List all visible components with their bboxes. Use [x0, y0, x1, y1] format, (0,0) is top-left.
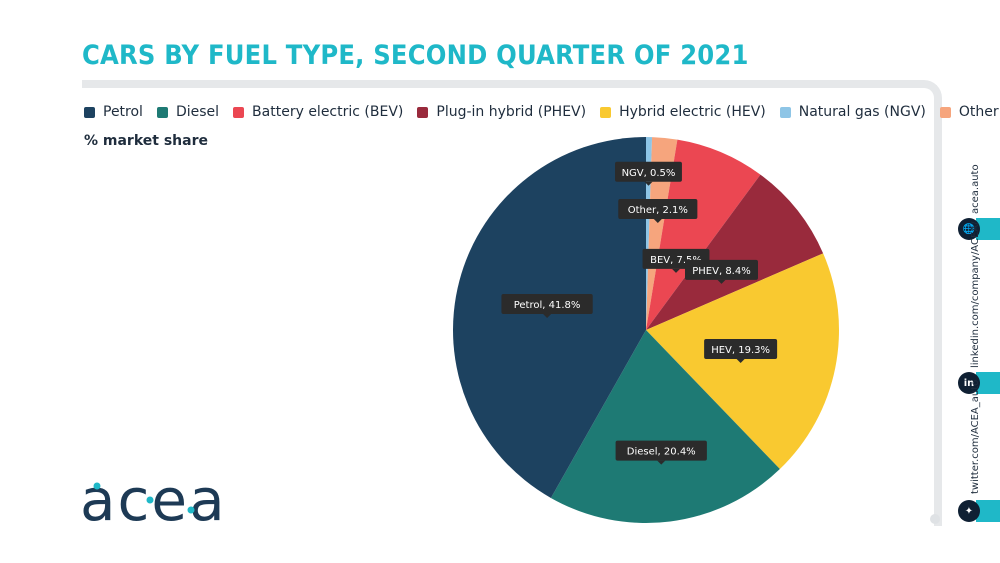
- legend-item-hev: Hybrid electric (HEV): [600, 104, 766, 120]
- legend: Petrol Diesel Battery electric (BEV) Plu…: [84, 103, 1000, 121]
- pie-slice-petrol: [453, 137, 646, 498]
- legend-label-hev: Hybrid electric (HEV): [619, 104, 766, 120]
- social-bar-linkedin: [976, 372, 1000, 394]
- legend-label-petrol: Petrol: [103, 104, 143, 120]
- pie-label-text-diesel: Diesel, 20.4%: [627, 447, 696, 458]
- legend-swatch-phev: [417, 106, 429, 118]
- globe-icon[interactable]: 🌐: [958, 218, 980, 240]
- pie-labels: NGV, 0.5% Other, 2.1% BEV, 7.5%PHEV, 8.4% H…: [501, 161, 778, 465]
- legend-item-petrol: Petrol: [84, 104, 143, 120]
- pie-label-petrol: Petrol, 41.8%: [501, 293, 593, 318]
- acea-logo: acea: [80, 470, 225, 530]
- pie-label-text-bev: BEV, 7.5%: [650, 255, 702, 266]
- legend-item-phev: Plug-in hybrid (PHEV): [417, 104, 586, 120]
- pie-label-box-phev: [685, 259, 759, 280]
- pie-label-pointer-phev: [717, 279, 726, 284]
- pie-slice-ngv: [646, 137, 653, 330]
- linkedin-link[interactable]: linkedin.com/company/ACEA/: [970, 221, 981, 368]
- linkedin-icon[interactable]: in: [958, 372, 980, 394]
- pie-label-diesel: Diesel, 20.4%: [615, 440, 707, 465]
- legend-label-bev: Battery electric (BEV): [252, 104, 404, 120]
- legend-label-ngv: Natural gas (NGV): [798, 104, 926, 120]
- legend-swatch-bev: [233, 106, 245, 118]
- social-sidebar: acea.auto 🌐 linkedin.com/company/ACEA/ i…: [950, 0, 1000, 563]
- frame-end-dot: [930, 514, 940, 524]
- content-frame: [82, 80, 942, 526]
- social-bar-twitter: [976, 500, 1000, 522]
- pie-label-pointer-petrol: [543, 313, 552, 318]
- pie-label-text-ngv: NGV, 0.5%: [622, 168, 676, 179]
- legend-label-diesel: Diesel: [175, 104, 220, 120]
- pie-slice-other: [646, 137, 678, 330]
- pie-label-pointer-diesel: [657, 460, 666, 465]
- pie-label-pointer-other: [653, 218, 662, 223]
- pie-slice-hev: [646, 253, 839, 470]
- legend-swatch-other: [939, 106, 951, 118]
- pie-slice-bev: [646, 139, 761, 330]
- pie-label-text-phev: PHEV, 8.4%: [692, 266, 750, 277]
- pie-label-box-diesel: [615, 440, 707, 461]
- legend-item-ngv: Natural gas (NGV): [779, 104, 926, 120]
- legend-swatch-petrol: [84, 106, 95, 118]
- social-bar-web: [976, 218, 1000, 240]
- legend-label-other: Other: [958, 104, 999, 120]
- twitter-link[interactable]: twitter.com/ACEA_auto: [970, 379, 981, 494]
- pie-label-other: Other, 2.1%: [618, 198, 698, 223]
- legend-swatch-diesel: [156, 106, 168, 118]
- pie-label-box-ngv: [615, 161, 682, 182]
- legend-label-phev: Plug-in hybrid (PHEV): [436, 104, 587, 120]
- legend-swatch-ngv: [779, 106, 791, 118]
- chart-title: CARS BY FUEL TYPE, SECOND QUARTER OF 202…: [82, 40, 749, 71]
- pie-label-text-other: Other, 2.1%: [628, 205, 688, 216]
- legend-item-diesel: Diesel: [156, 104, 220, 120]
- pie-label-box-hev: [704, 338, 778, 359]
- pie-label-hev: HEV, 19.3%: [704, 338, 778, 363]
- pie-slices: [453, 137, 839, 523]
- pie-label-box-other: [618, 198, 698, 219]
- pie-slice-phev: [646, 174, 824, 330]
- pie-label-pointer-hev: [736, 358, 745, 363]
- pie-label-pointer-ngv: [644, 181, 653, 186]
- legend-swatch-hev: [600, 106, 612, 118]
- legend-item-bev: Battery electric (BEV): [233, 104, 403, 120]
- pie-label-text-hev: HEV, 19.3%: [711, 345, 770, 356]
- pie-slice-diesel: [550, 330, 780, 523]
- pie-label-phev: PHEV, 8.4%: [685, 259, 759, 284]
- legend-item-other: Other: [939, 104, 999, 120]
- pie-label-ngv: NGV, 0.5%: [615, 161, 682, 186]
- pie-label-text-petrol: Petrol, 41.8%: [514, 300, 581, 311]
- twitter-icon[interactable]: ✦: [958, 500, 980, 522]
- website-link[interactable]: acea.auto: [970, 164, 981, 214]
- pie-label-box-petrol: [501, 293, 593, 314]
- pie-label-pointer-bev: [671, 268, 680, 273]
- chart-subtitle: % market share: [84, 133, 208, 149]
